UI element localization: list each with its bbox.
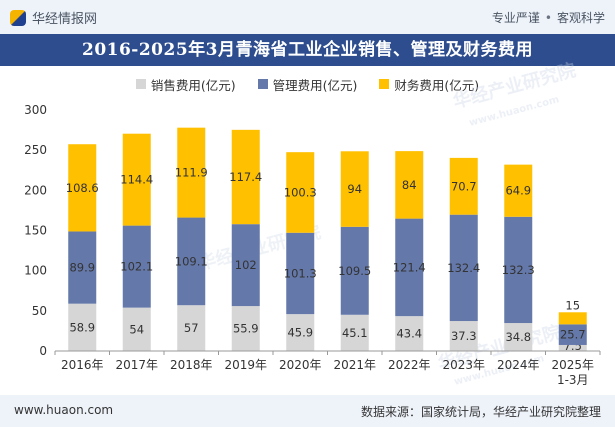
slogan-right: 客观科学 <box>556 11 605 25</box>
data-label-sales-5: 45.1 <box>342 326 368 340</box>
data-label-sales-0: 58.9 <box>69 320 95 334</box>
x-tick-label-5: 2021年 <box>333 358 376 372</box>
brand-logo-icon <box>10 9 26 26</box>
x-tick-label-9: 2025年 1-3月 <box>551 358 594 387</box>
stacked-bar-chart: 华经产业研究院 www.huaon.com 华经产业研究院 华经产业研究院 ww… <box>24 59 601 388</box>
bar-finance-7 <box>449 157 478 215</box>
bar-management-1 <box>122 225 151 308</box>
bar-management-8 <box>504 216 533 324</box>
bullet-icon: • <box>544 11 552 25</box>
bar-finance-5 <box>340 151 369 227</box>
data-label-finance-8: 64.9 <box>505 184 531 198</box>
data-label-finance-6: 84 <box>402 178 417 192</box>
data-label-management-3: 102 <box>235 258 257 272</box>
bar-sales-2 <box>177 305 206 351</box>
legend-label-sales: 销售费用(亿元) <box>150 77 236 93</box>
y-tick-label-5: 250 <box>24 143 47 157</box>
bar-management-3 <box>231 224 260 307</box>
data-label-finance-4: 100.3 <box>284 185 317 199</box>
data-label-sales-3: 55.9 <box>233 322 259 336</box>
data-label-sales-7: 37.3 <box>451 329 477 343</box>
bar-finance-1 <box>122 133 151 226</box>
slogan: 专业严谨 • 客观科学 <box>492 9 605 26</box>
data-label-management-1: 102.1 <box>120 260 153 274</box>
legend-swatch-finance <box>379 79 390 89</box>
bar-finance-0 <box>68 144 97 232</box>
y-tick-label-3: 150 <box>24 224 47 238</box>
data-label-finance-1: 114.4 <box>120 173 153 187</box>
x-tick-label-8: 2024年 <box>497 358 540 372</box>
data-label-sales-8: 34.8 <box>505 330 531 344</box>
data-label-management-8: 132.3 <box>502 263 535 277</box>
data-label-management-6: 121.4 <box>393 260 426 274</box>
footer-source: 数据来源：国家统计局，华经产业研究院整理 <box>360 405 601 419</box>
data-label-sales-4: 45.9 <box>287 326 313 340</box>
bar-management-2 <box>177 217 206 306</box>
data-label-sales-1: 54 <box>129 322 144 336</box>
data-label-management-0: 89.9 <box>69 261 95 275</box>
bar-management-0 <box>68 231 97 304</box>
data-label-management-9: 25.7 <box>560 328 586 342</box>
bar-management-7 <box>449 214 478 322</box>
data-label-management-4: 101.3 <box>284 266 317 280</box>
x-tick-label-7: 2023年 <box>442 358 485 372</box>
brand-name: 华经情报网 <box>32 12 98 27</box>
bar-sales-1 <box>122 307 151 351</box>
top-bar: 华经情报网 专业严谨 • 客观科学 <box>0 0 615 34</box>
x-tick-label-4: 2020年 <box>279 358 322 372</box>
bar-finance-8 <box>504 164 533 217</box>
legend-item-management: 管理费用(亿元) <box>257 75 358 94</box>
bar-management-4 <box>286 232 315 315</box>
bar-sales-6 <box>395 316 424 351</box>
bar-management-9 <box>558 324 587 345</box>
legend-label-finance: 财务费用(亿元) <box>394 77 480 93</box>
data-label-finance-0: 108.6 <box>66 181 99 195</box>
legend-swatch-sales <box>135 79 146 89</box>
y-tick-label-2: 100 <box>24 264 47 278</box>
bar-finance-6 <box>395 151 424 219</box>
bar-sales-3 <box>231 306 260 351</box>
y-tick-label-4: 200 <box>24 183 47 197</box>
brand[interactable]: 华经情报网 <box>10 8 97 27</box>
data-label-finance-7: 70.7 <box>451 179 477 193</box>
y-tick-label-0: 0 <box>39 344 47 358</box>
legend-swatch-management <box>257 79 268 89</box>
bar-sales-0 <box>68 303 97 351</box>
x-tick-label-3: 2019年 <box>224 358 267 372</box>
x-tick-label-1: 2017年 <box>115 358 158 372</box>
slogan-left: 专业严谨 <box>491 11 540 25</box>
footer-website[interactable]: www.huaon.com <box>14 403 114 417</box>
x-tick-label-6: 2022年 <box>388 358 431 372</box>
bar-sales-8 <box>504 323 533 351</box>
y-tick-label-6: 300 <box>24 103 47 117</box>
data-label-sales-6: 43.4 <box>396 327 422 341</box>
legend-item-sales: 销售费用(亿元) <box>135 75 236 94</box>
bar-finance-3 <box>231 129 260 225</box>
legend-label-management: 管理费用(亿元) <box>272 77 358 93</box>
data-label-management-7: 132.4 <box>447 261 480 275</box>
data-label-finance-3: 117.4 <box>229 170 262 184</box>
x-tick-label-2: 2018年 <box>170 358 213 372</box>
data-label-finance-9: 15 <box>565 298 580 312</box>
footer: www.huaon.com 数据来源：国家统计局，华经产业研究院整理 <box>0 395 615 427</box>
data-label-finance-2: 111.9 <box>175 166 208 180</box>
chart-title: 2016-2025年3月青海省工业企业销售、管理及财务费用 <box>0 34 615 66</box>
data-label-finance-5: 94 <box>347 182 362 196</box>
bar-sales-7 <box>449 321 478 351</box>
data-label-management-5: 109.5 <box>338 264 371 278</box>
chart-legend: 销售费用(亿元) 管理费用(亿元) 财务费用(亿元) <box>0 74 615 94</box>
bar-finance-9 <box>558 312 587 325</box>
bar-sales-4 <box>286 314 315 351</box>
data-label-sales-2: 57 <box>184 321 199 335</box>
bar-sales-5 <box>340 314 369 351</box>
x-tick-label-0: 2016年 <box>61 358 104 372</box>
y-tick-label-1: 50 <box>32 304 47 318</box>
data-label-management-2: 109.1 <box>175 254 208 268</box>
bar-management-6 <box>395 218 424 317</box>
bar-finance-4 <box>286 152 315 233</box>
bar-finance-2 <box>177 127 206 218</box>
bar-sales-9 <box>558 344 587 351</box>
bar-management-5 <box>340 226 369 315</box>
legend-item-finance: 财务费用(亿元) <box>379 75 479 94</box>
